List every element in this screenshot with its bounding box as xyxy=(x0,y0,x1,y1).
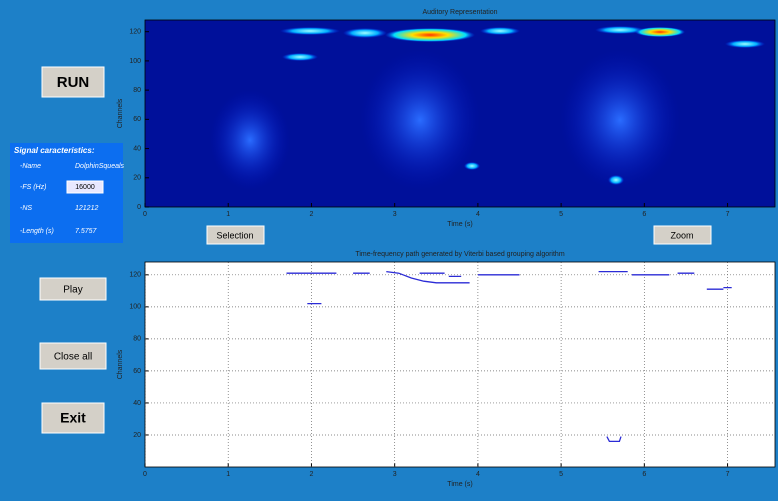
x-tick-label: 7 xyxy=(726,211,730,218)
y-tick-label: 60 xyxy=(133,368,141,375)
x-tick-label: 4 xyxy=(476,211,480,218)
field-label: -Length (s) xyxy=(20,228,54,235)
y-tick-label: 40 xyxy=(133,400,141,407)
x-tick-label: 7 xyxy=(726,471,730,478)
x-tick-label: 1 xyxy=(226,471,230,478)
plot-title: Auditory Representation xyxy=(422,9,497,16)
button-label: Exit xyxy=(60,410,86,426)
button-label: Close all xyxy=(54,352,92,363)
y-tick-label: 100 xyxy=(129,304,141,311)
x-tick-label: 0 xyxy=(143,211,147,218)
button-label: Zoom xyxy=(670,230,693,240)
button-label: Play xyxy=(63,285,82,296)
y-tick-label: 20 xyxy=(133,175,141,182)
selection-button[interactable]: Selection xyxy=(207,226,264,244)
spectrogram xyxy=(145,20,775,207)
exit-button[interactable]: Exit xyxy=(42,403,104,433)
x-tick-label: 2 xyxy=(309,211,313,218)
x-tick-label: 3 xyxy=(393,471,397,478)
y-tick-label: 0 xyxy=(137,204,141,211)
close-all-button[interactable]: Close all xyxy=(40,343,106,369)
y-tick-label: 60 xyxy=(133,116,141,123)
y-tick-label: 40 xyxy=(133,145,141,152)
x-tick-label: 6 xyxy=(642,211,646,218)
app-window: Signal caracteristics: -Name DolphinSque… xyxy=(0,0,778,501)
field-label: -Name xyxy=(20,163,41,170)
field-label: -NS xyxy=(20,205,32,212)
y-tick-label: 80 xyxy=(133,87,141,94)
panel-title: Signal caracteristics: xyxy=(14,146,95,155)
x-tick-label: 2 xyxy=(309,471,313,478)
x-axis-label: Time (s) xyxy=(447,221,472,228)
y-tick-label: 20 xyxy=(133,432,141,439)
path-plot-background xyxy=(145,262,775,467)
button-label: RUN xyxy=(57,74,90,91)
field-value: 121212 xyxy=(75,205,98,212)
zoom-button[interactable]: Zoom xyxy=(654,226,711,244)
x-tick-label: 5 xyxy=(559,211,563,218)
y-tick-label: 100 xyxy=(129,58,141,65)
button-label: Selection xyxy=(216,230,253,240)
play-button[interactable]: Play xyxy=(40,278,106,300)
y-tick-label: 120 xyxy=(129,29,141,36)
run-button[interactable]: RUN xyxy=(42,67,104,97)
x-tick-label: 4 xyxy=(476,471,480,478)
x-tick-label: 6 xyxy=(642,471,646,478)
field-value: 7.5757 xyxy=(75,228,98,235)
x-tick-label: 5 xyxy=(559,471,563,478)
x-tick-label: 0 xyxy=(143,471,147,478)
y-tick-label: 120 xyxy=(129,272,141,279)
x-tick-label: 1 xyxy=(226,211,230,218)
x-tick-label: 3 xyxy=(393,211,397,218)
field-value: 16000 xyxy=(75,184,95,191)
field-label: -FS (Hz) xyxy=(20,184,46,191)
y-tick-label: 80 xyxy=(133,336,141,343)
field-value: DolphinSqueals xyxy=(75,163,125,170)
y-axis-label: Channels xyxy=(117,349,124,379)
x-axis-label: Time (s) xyxy=(447,481,472,488)
plot-title: Time-frequency path generated by Viterbi… xyxy=(355,251,565,258)
y-axis-label: Channels xyxy=(117,98,124,128)
